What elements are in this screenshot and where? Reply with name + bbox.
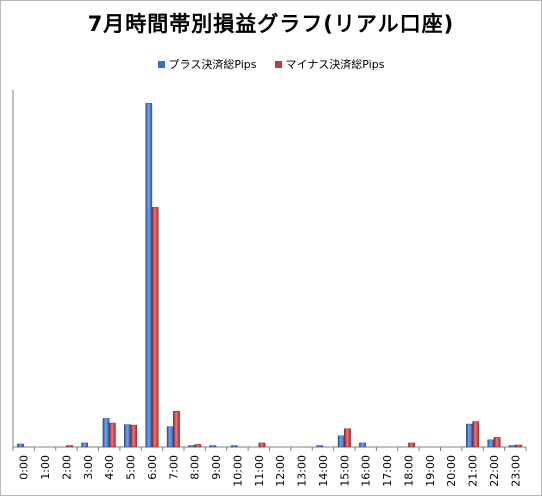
bar-minus-11	[258, 442, 266, 448]
bar-plus-5	[124, 424, 131, 448]
bar-plus-0	[17, 443, 24, 448]
x-tick-label: 0:00	[18, 455, 31, 480]
bar-plus-15	[337, 435, 345, 448]
bar-minus-2	[66, 445, 73, 448]
x-tick-label: 6:00	[146, 455, 159, 480]
x-tick-label: 7:00	[167, 455, 180, 480]
bar-minus-6	[151, 207, 159, 448]
x-tick-label: 17:00	[381, 455, 394, 487]
x-tick-label: 3:00	[82, 455, 95, 480]
bar-plus-8	[188, 445, 195, 448]
bar-minus-21	[472, 421, 480, 448]
legend-item-plus: プラス決済総Pips	[157, 56, 257, 72]
x-tick-label: 19:00	[424, 455, 437, 487]
bar-plus-10	[230, 445, 238, 448]
x-tick-label: 10:00	[231, 455, 244, 487]
x-tick-label: 20:00	[445, 455, 458, 487]
legend-swatch-minus	[274, 60, 282, 68]
bar-plus-23	[508, 445, 516, 448]
bar-minus-15	[344, 428, 351, 448]
bar-minus-22	[493, 437, 501, 448]
bar-minus-8	[194, 444, 202, 448]
legend-label-plus: プラス決済総Pips	[168, 58, 257, 71]
x-tick-label: 23:00	[509, 455, 522, 487]
bar-plus-6	[145, 103, 153, 448]
x-tick-label: 4:00	[103, 455, 116, 480]
bar-minus-23	[515, 444, 522, 448]
x-tick-label: 11:00	[253, 455, 266, 487]
x-tick-label: 1:00	[39, 455, 52, 480]
bar-plus-22	[487, 439, 495, 448]
x-tick-label: 2:00	[60, 455, 73, 480]
bar-minus-7	[173, 411, 180, 448]
chart-title: 7月時間帯別損益グラフ(リアル口座)	[87, 12, 455, 36]
x-tick-label: 15:00	[338, 455, 351, 487]
bar-plus-14	[316, 445, 324, 448]
legend-swatch-plus	[157, 60, 165, 68]
legend-item-minus: マイナス決済総Pips	[274, 56, 385, 72]
bar-minus-5	[130, 424, 138, 448]
legend-label-minus: マイナス決済総Pips	[285, 58, 385, 71]
x-tick-label: 16:00	[360, 455, 373, 487]
bar-plus-7	[166, 426, 174, 448]
bar-plus-4	[102, 418, 110, 448]
x-tick-label: 21:00	[467, 455, 480, 487]
x-tick-label: 13:00	[296, 455, 309, 487]
x-tick-label: 9:00	[210, 455, 223, 480]
bar-plus-16	[359, 442, 366, 448]
bar-minus-4	[108, 422, 116, 448]
x-tick-label: 8:00	[189, 455, 202, 480]
x-tick-label: 22:00	[488, 455, 501, 487]
bar-plus-3	[81, 442, 89, 448]
x-tick-label: 18:00	[402, 455, 415, 487]
x-tick-label: 5:00	[125, 455, 138, 480]
x-tick-label: 14:00	[317, 455, 330, 487]
x-tick-label: 12:00	[274, 455, 287, 487]
bar-plus-21	[466, 423, 473, 448]
bar-plus-9	[209, 445, 217, 448]
bar-minus-18	[408, 442, 415, 448]
chart-legend: プラス決済総Pips マイナス決済総Pips	[0, 56, 542, 72]
